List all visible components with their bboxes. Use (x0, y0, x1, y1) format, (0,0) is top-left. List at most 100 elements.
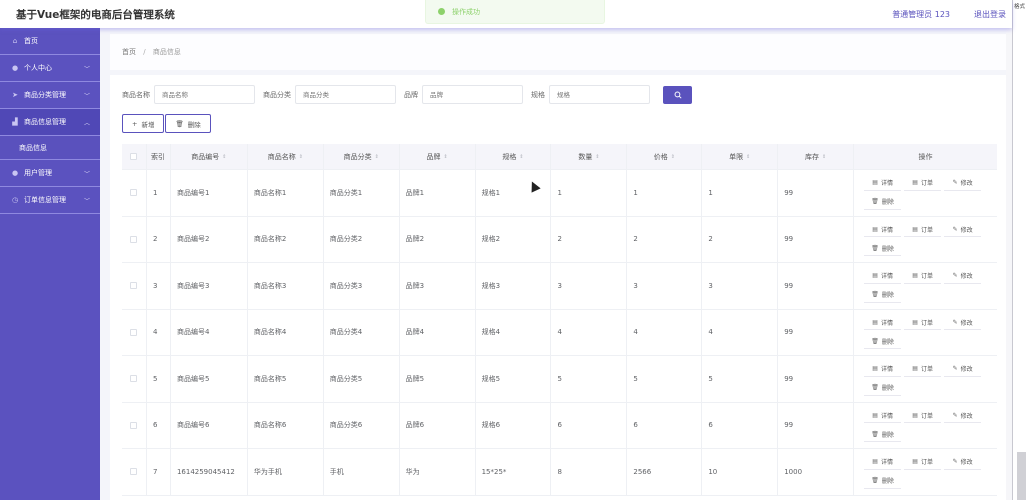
cell-brand: 品牌5 (400, 356, 476, 402)
current-user: 普通管理员 123 (892, 10, 950, 19)
order-button[interactable]: ▤ 订单 (904, 361, 942, 377)
add-button[interactable]: + 新增 (122, 114, 165, 133)
delete-button[interactable]: 🗑 删除 (864, 427, 902, 443)
brand-input[interactable] (422, 85, 523, 104)
column-label: 商品名称 (267, 152, 296, 161)
cell-stock: 99 (778, 356, 855, 402)
row-checkbox[interactable] (130, 282, 138, 290)
detail-button[interactable]: ▤ 详情 (864, 222, 902, 238)
cell-name: 华为手机 (248, 449, 324, 495)
document-icon: ▤ (912, 458, 918, 466)
sidebar-subitem-product-info[interactable]: 商品信息 (0, 136, 100, 160)
header-actions: 操作 (854, 144, 997, 169)
cell-spec: 规格2 (476, 216, 552, 262)
sort-icon[interactable]: ⇕ (443, 153, 448, 160)
cell-category: 商品分类4 (324, 309, 400, 355)
spec-input[interactable] (549, 85, 650, 104)
detail-button[interactable]: ▤ 详情 (864, 268, 902, 284)
row-checkbox[interactable] (130, 375, 138, 383)
side-window-scrollbar[interactable] (1017, 452, 1026, 500)
batch-delete-button[interactable]: 🗑 删除 (165, 114, 211, 133)
content-card: 商品名称 商品分类 品牌 规格 + 新增 🗑 删除 (110, 75, 1008, 500)
sidebar-item-user-management[interactable]: ● 用户管理 ﹀ (0, 160, 100, 187)
page-scrollbar[interactable] (1006, 28, 1012, 500)
header-limit[interactable]: 单限 ⇕ (702, 144, 779, 169)
detail-button[interactable]: ▤ 详情 (864, 175, 902, 191)
cell-code: 商品编号5 (171, 356, 248, 402)
detail-button[interactable]: ▤ 详情 (864, 315, 902, 331)
edit-button[interactable]: ✎ 修改 (944, 222, 982, 238)
row-checkbox[interactable] (130, 421, 138, 429)
edit-button[interactable]: ✎ 修改 (944, 361, 982, 377)
action-label: 详情 (880, 273, 893, 281)
cell-code: 商品编号2 (171, 216, 248, 262)
sidebar-item-home[interactable]: ⌂ 首页 (0, 28, 100, 55)
sort-icon[interactable]: ⇕ (519, 153, 524, 160)
row-checkbox[interactable] (130, 328, 138, 336)
order-button[interactable]: ▤ 订单 (904, 315, 942, 331)
order-button[interactable]: ▤ 订单 (904, 175, 942, 191)
edit-icon: ✎ (952, 179, 958, 187)
action-label: 修改 (960, 226, 973, 234)
chevron-down-icon: ﹀ (83, 171, 90, 178)
sidebar-item-category-management[interactable]: ➤ 商品分类管理 ﹀ (0, 82, 100, 109)
sort-icon[interactable]: ⇕ (670, 153, 675, 160)
edit-button[interactable]: ✎ 修改 (944, 315, 982, 331)
header-brand[interactable]: 品牌 ⇕ (400, 144, 476, 169)
edit-button[interactable]: ✎ 修改 (944, 175, 982, 191)
row-actions: ▤ 详情 ▤ 订单 ✎ 修改 🗑 删除 (860, 406, 990, 444)
row-checkbox[interactable] (130, 235, 138, 243)
sort-icon[interactable]: ⇕ (595, 153, 600, 160)
header-category[interactable]: 商品分类 ⇕ (324, 144, 400, 169)
order-button[interactable]: ▤ 订单 (904, 408, 942, 424)
header-stock[interactable]: 库存 ⇕ (778, 144, 855, 169)
cell-limit: 10 (702, 449, 779, 495)
product-name-input[interactable] (154, 85, 255, 104)
delete-button[interactable]: 🗑 删除 (864, 380, 902, 396)
detail-button[interactable]: ▤ 详情 (864, 361, 902, 377)
edit-button[interactable]: ✎ 修改 (944, 408, 982, 424)
select-all-checkbox[interactable] (130, 153, 138, 160)
edit-button[interactable]: ✎ 修改 (944, 454, 982, 470)
row-checkbox[interactable] (130, 189, 138, 197)
logout-link[interactable]: 退出登录 (974, 10, 1006, 19)
detail-button[interactable]: ▤ 详情 (864, 454, 902, 470)
delete-button[interactable]: 🗑 删除 (864, 241, 902, 257)
delete-button[interactable]: 🗑 删除 (864, 334, 902, 350)
sort-icon[interactable]: ⇕ (222, 153, 227, 160)
header-spec[interactable]: 规格 ⇕ (476, 144, 552, 169)
sort-icon[interactable]: ⇕ (374, 153, 379, 160)
sidebar-item-product-management[interactable]: ▟ 商品信息管理 ︿ (0, 109, 100, 136)
sidebar-item-order-management[interactable]: ◷ 订单信息管理 ﹀ (0, 187, 100, 214)
cell-stock: 99 (778, 170, 855, 216)
header-name[interactable]: 商品名称 ⇕ (248, 144, 324, 169)
delete-button[interactable]: 🗑 删除 (864, 287, 902, 303)
edit-icon: ✎ (952, 225, 958, 233)
sort-icon[interactable]: ⇕ (298, 153, 303, 160)
breadcrumb-home[interactable]: 首页 (122, 48, 136, 56)
breadcrumb-separator: / (143, 48, 146, 56)
row-actions: ▤ 详情 ▤ 订单 ✎ 修改 🗑 删除 (860, 313, 990, 351)
delete-button[interactable]: 🗑 删除 (864, 194, 902, 210)
header-code[interactable]: 商品编号 ⇕ (171, 144, 248, 169)
cell-category: 手机 (324, 449, 400, 495)
sort-icon[interactable]: ⇕ (746, 153, 751, 160)
header-price[interactable]: 价格 ⇕ (627, 144, 703, 169)
action-label: 订单 (920, 366, 933, 374)
row-checkbox[interactable] (130, 468, 138, 476)
chevron-down-icon: ﹀ (83, 66, 90, 73)
sort-icon[interactable]: ⇕ (822, 153, 827, 160)
detail-button[interactable]: ▤ 详情 (864, 408, 902, 424)
order-button[interactable]: ▤ 订单 (904, 454, 942, 470)
row-actions: ▤ 详情 ▤ 订单 ✎ 修改 🗑 删除 (860, 174, 990, 212)
sidebar-item-personal-center[interactable]: ● 个人中心 ﹀ (0, 55, 100, 82)
chevron-down-icon: ﹀ (83, 93, 90, 100)
header-qty[interactable]: 数量 ⇕ (551, 144, 628, 169)
search-button[interactable] (663, 85, 692, 104)
order-button[interactable]: ▤ 订单 (904, 222, 942, 238)
order-button[interactable]: ▤ 订单 (904, 268, 942, 284)
edit-button[interactable]: ✎ 修改 (944, 268, 982, 284)
category-input[interactable] (295, 85, 396, 104)
delete-button[interactable]: 🗑 删除 (864, 473, 902, 489)
